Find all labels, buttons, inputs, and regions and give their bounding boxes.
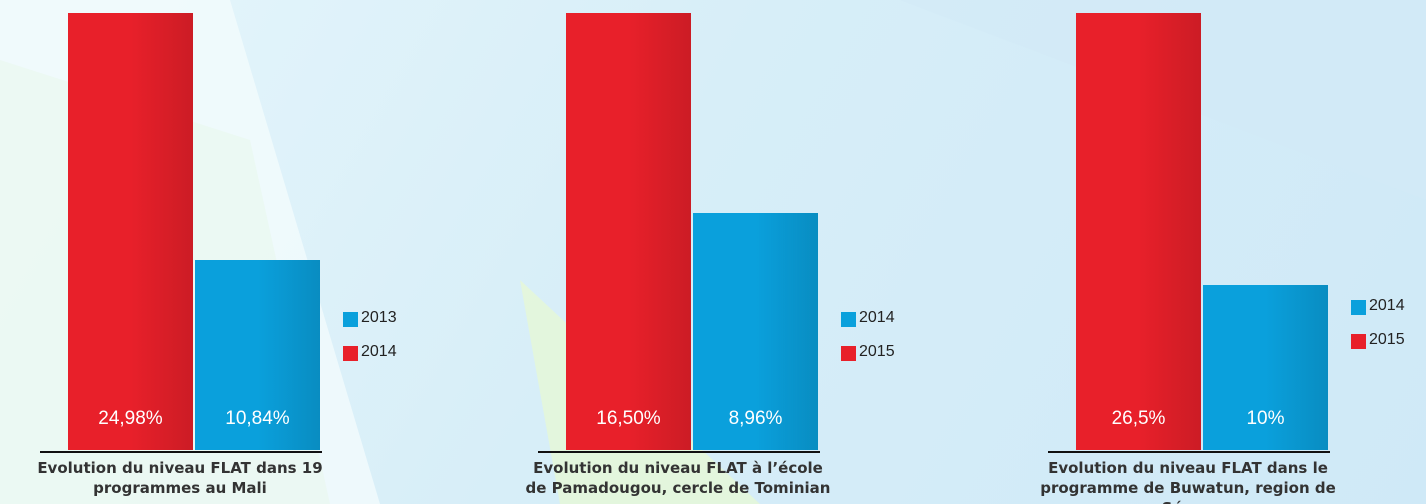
- value-label: 8,96%: [728, 408, 783, 429]
- legend-label: 2013: [361, 309, 397, 326]
- legend-swatch: [343, 346, 358, 361]
- bar: [566, 13, 691, 450]
- bar: [195, 260, 320, 450]
- legend-swatch: [343, 312, 358, 327]
- chart-title: Evolution du niveau FLAT dans 19 program…: [37, 459, 323, 497]
- value-label: 10%: [1246, 408, 1285, 429]
- bar: [1076, 13, 1201, 450]
- value-label: 24,98%: [98, 408, 163, 429]
- legend-label: 2015: [1369, 331, 1405, 348]
- bar: [693, 212, 818, 450]
- legend-swatch: [1351, 300, 1366, 315]
- baseline: [1048, 451, 1330, 453]
- baseline: [40, 451, 322, 453]
- value-label: 10,84%: [225, 408, 290, 429]
- legend-swatch: [841, 346, 856, 361]
- legend-label: 2015: [859, 343, 895, 360]
- legend-swatch: [841, 312, 856, 327]
- chart-title: Evolution du niveau FLAT dans le program…: [1040, 459, 1336, 504]
- legend-swatch: [1351, 334, 1366, 349]
- chart-title: Evolution du niveau FLAT à l’école de Pa…: [525, 459, 831, 497]
- baseline: [538, 451, 820, 453]
- value-label: 26,5%: [1111, 408, 1166, 429]
- legend-label: 2014: [859, 309, 895, 326]
- bar: [1203, 285, 1328, 450]
- legend-label: 2014: [1369, 297, 1405, 314]
- bar: [68, 13, 193, 450]
- value-label: 16,50%: [596, 408, 661, 429]
- legend-label: 2014: [361, 343, 397, 360]
